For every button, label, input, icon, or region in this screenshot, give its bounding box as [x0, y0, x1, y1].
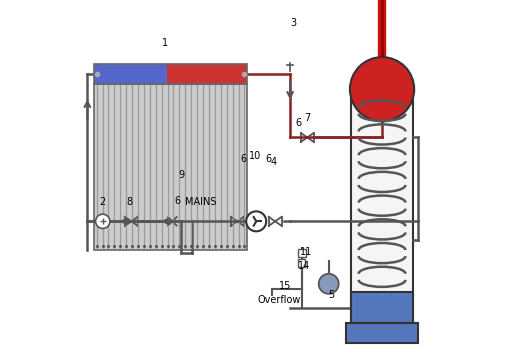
Ellipse shape [350, 57, 414, 121]
Text: 10: 10 [249, 151, 262, 161]
Bar [298, 259, 305, 267]
Bar [168, 64, 247, 84]
Text: Overflow: Overflow [257, 295, 300, 305]
Circle shape [95, 214, 110, 228]
Text: 2: 2 [100, 197, 106, 207]
Text: 6: 6 [295, 118, 301, 128]
Text: 6: 6 [240, 154, 246, 164]
Bar [94, 64, 247, 84]
Bar [346, 323, 418, 343]
Bar [298, 249, 306, 257]
Text: 7: 7 [304, 113, 311, 123]
Bar [94, 64, 168, 84]
Bar [351, 86, 413, 323]
Text: 5: 5 [328, 290, 334, 300]
Text: 9: 9 [178, 170, 184, 180]
Circle shape [246, 211, 266, 231]
Bar [351, 292, 413, 323]
Text: MAINS: MAINS [185, 197, 217, 207]
Bar [94, 84, 247, 250]
Text: 6: 6 [266, 154, 272, 164]
Text: 14: 14 [298, 261, 310, 271]
Text: 11: 11 [300, 247, 312, 257]
Text: 15: 15 [279, 281, 292, 291]
Text: 6: 6 [174, 196, 181, 206]
Text: 3: 3 [290, 18, 296, 28]
Text: 1: 1 [162, 38, 168, 48]
Bar [351, 292, 413, 323]
Text: 8: 8 [126, 197, 133, 207]
Text: 4: 4 [271, 157, 277, 167]
Circle shape [319, 274, 338, 294]
